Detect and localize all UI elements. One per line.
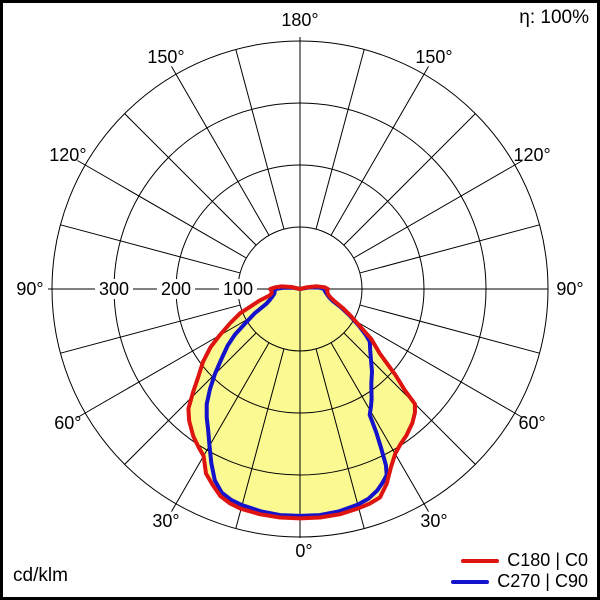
grid-spoke bbox=[330, 342, 425, 505]
angle-tick bbox=[423, 503, 429, 512]
angle-tick bbox=[171, 503, 177, 512]
c180-c0-line-swatch bbox=[461, 558, 500, 563]
angle-label: 90° bbox=[16, 279, 43, 299]
legend-label-c180-c0: C180 | C0 bbox=[507, 550, 588, 570]
grid-spoke bbox=[330, 73, 425, 236]
angle-label: 30° bbox=[420, 511, 447, 531]
legend-item-c270-c90: C270 | C90 bbox=[451, 571, 588, 592]
grid-spoke bbox=[353, 319, 516, 414]
angle-tick bbox=[77, 160, 86, 166]
ring-label: 100 bbox=[223, 279, 253, 299]
grid-spoke bbox=[235, 348, 285, 529]
legend: C180 | C0 C270 | C90 bbox=[451, 550, 588, 592]
angle-label: 180° bbox=[281, 10, 318, 30]
angle-label: 120° bbox=[513, 145, 550, 165]
angle-label: 60° bbox=[518, 413, 545, 433]
grid-spoke bbox=[60, 224, 241, 274]
grid-spoke bbox=[359, 304, 540, 354]
angle-tick bbox=[77, 412, 86, 418]
ring-label-bg bbox=[95, 279, 133, 299]
grid-spoke bbox=[343, 113, 476, 246]
efficiency-label: η: 100% bbox=[519, 7, 589, 28]
angle-label: 90° bbox=[556, 279, 583, 299]
unit-label: cd/klm bbox=[13, 565, 68, 586]
angle-tick bbox=[171, 66, 177, 75]
grid-spoke bbox=[359, 224, 540, 274]
ring-label-bg bbox=[219, 279, 257, 299]
grid-spoke bbox=[175, 342, 270, 505]
angle-label: 60° bbox=[54, 413, 81, 433]
ring-label-bg bbox=[157, 279, 195, 299]
angle-label: 30° bbox=[152, 511, 179, 531]
angle-label: 150° bbox=[147, 47, 184, 67]
grid-spoke bbox=[124, 113, 257, 246]
angle-tick bbox=[423, 66, 429, 75]
c270-c90-line-swatch bbox=[451, 579, 490, 584]
grid-spoke bbox=[175, 73, 270, 236]
grid-spoke bbox=[235, 49, 285, 230]
angle-label: 120° bbox=[49, 145, 86, 165]
ring-label: 300 bbox=[99, 279, 129, 299]
legend-item-c180-c0: C180 | C0 bbox=[451, 550, 588, 571]
angle-tick bbox=[514, 160, 523, 166]
angle-tick bbox=[514, 412, 523, 418]
grid-spoke bbox=[353, 164, 516, 259]
angle-label: 0° bbox=[295, 541, 312, 561]
grid-spoke bbox=[60, 304, 241, 354]
curve-c180-c0 bbox=[186, 284, 417, 521]
grid-spoke bbox=[315, 348, 365, 529]
ring-label: 200 bbox=[161, 279, 191, 299]
grid-spoke bbox=[315, 49, 365, 230]
grid-spoke bbox=[84, 164, 247, 259]
legend-label-c270-c90: C270 | C90 bbox=[497, 571, 588, 591]
angle-label: 150° bbox=[415, 47, 452, 67]
